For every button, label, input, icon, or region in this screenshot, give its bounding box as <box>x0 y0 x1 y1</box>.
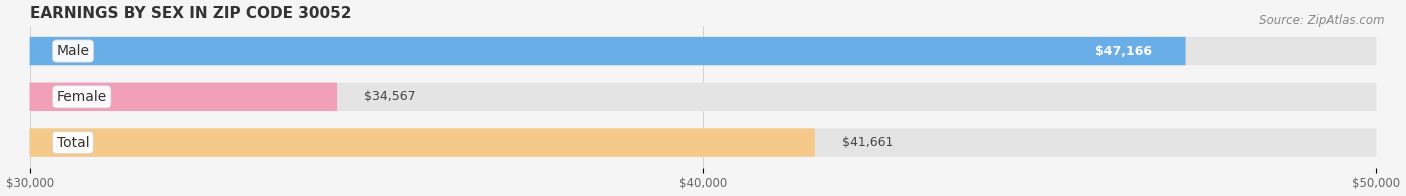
Text: EARNINGS BY SEX IN ZIP CODE 30052: EARNINGS BY SEX IN ZIP CODE 30052 <box>30 5 352 21</box>
FancyBboxPatch shape <box>30 83 337 111</box>
FancyBboxPatch shape <box>30 37 1376 65</box>
Text: Source: ZipAtlas.com: Source: ZipAtlas.com <box>1260 14 1385 27</box>
Text: Total: Total <box>56 136 89 150</box>
FancyBboxPatch shape <box>30 83 1376 111</box>
FancyBboxPatch shape <box>30 128 1376 157</box>
Text: $47,166: $47,166 <box>1095 44 1152 58</box>
Text: $41,661: $41,661 <box>842 136 893 149</box>
FancyBboxPatch shape <box>30 128 815 157</box>
Text: $34,567: $34,567 <box>364 90 416 103</box>
Text: Male: Male <box>56 44 90 58</box>
FancyBboxPatch shape <box>30 37 1185 65</box>
Text: Female: Female <box>56 90 107 104</box>
